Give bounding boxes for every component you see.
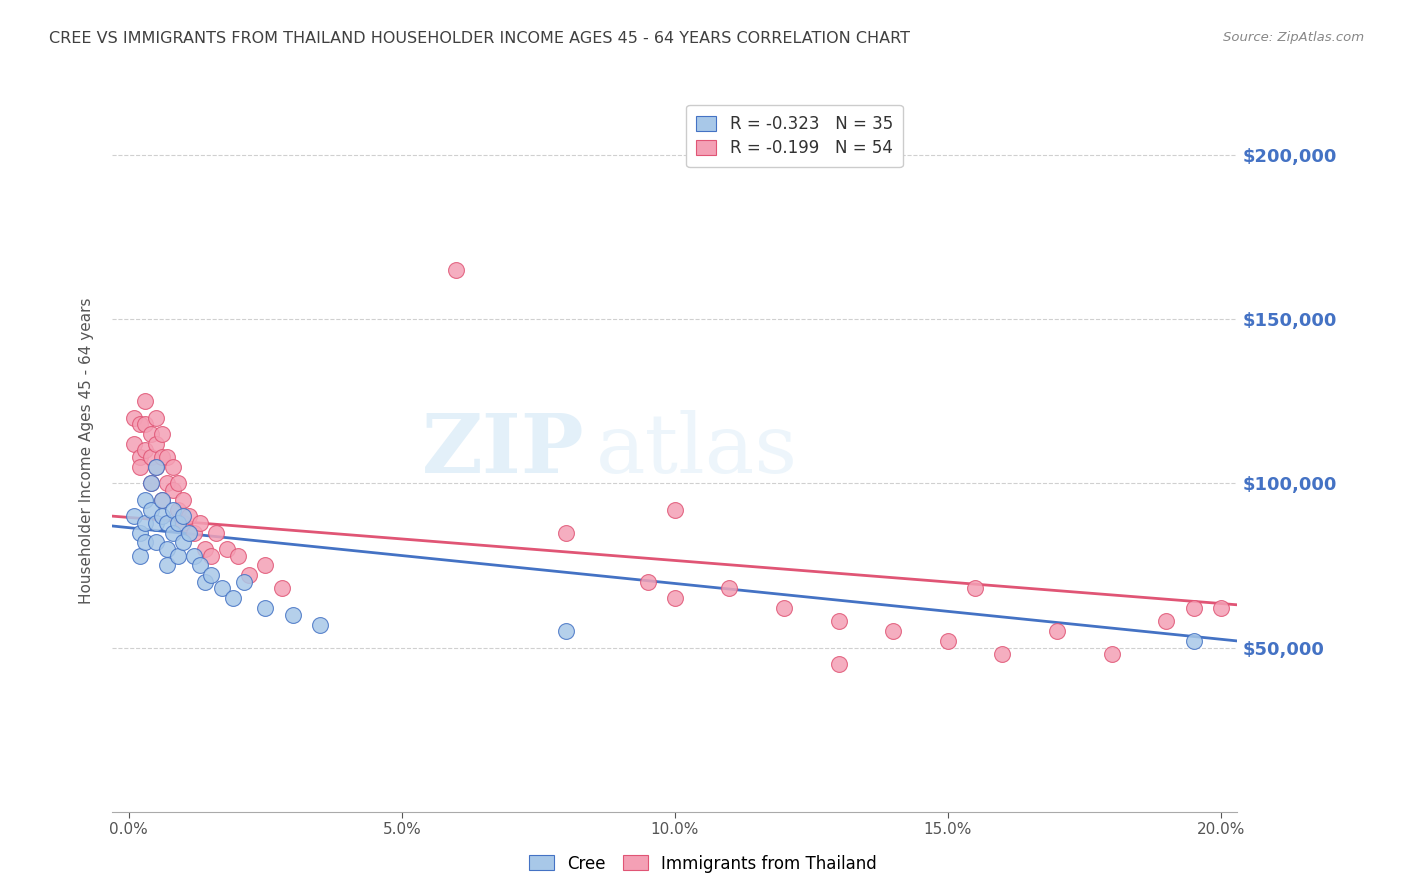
Point bbox=[139, 476, 162, 491]
Point bbox=[200, 549, 222, 563]
Point bbox=[134, 443, 156, 458]
Point bbox=[991, 647, 1014, 661]
Legend: R = -0.323   N = 35, R = -0.199   N = 54: R = -0.323 N = 35, R = -0.199 N = 54 bbox=[686, 104, 903, 168]
Point bbox=[221, 591, 243, 606]
Point bbox=[150, 492, 173, 507]
Point bbox=[145, 459, 167, 474]
Point bbox=[281, 607, 304, 622]
Point bbox=[139, 502, 162, 516]
Point bbox=[156, 516, 179, 530]
Point bbox=[1101, 647, 1123, 661]
Point bbox=[965, 582, 987, 596]
Point bbox=[145, 437, 167, 451]
Point bbox=[128, 417, 150, 432]
Point bbox=[134, 394, 156, 409]
Point bbox=[446, 262, 468, 277]
Point bbox=[664, 502, 686, 516]
Point bbox=[309, 617, 332, 632]
Point bbox=[156, 450, 179, 464]
Point bbox=[162, 525, 184, 540]
Point bbox=[1209, 601, 1232, 615]
Point bbox=[124, 410, 146, 425]
Point bbox=[254, 558, 277, 573]
Point bbox=[882, 624, 904, 639]
Point bbox=[232, 574, 254, 589]
Point bbox=[145, 459, 167, 474]
Text: atlas: atlas bbox=[596, 410, 799, 491]
Text: CREE VS IMMIGRANTS FROM THAILAND HOUSEHOLDER INCOME AGES 45 - 64 YEARS CORRELATI: CREE VS IMMIGRANTS FROM THAILAND HOUSEHO… bbox=[49, 31, 910, 46]
Point bbox=[128, 459, 150, 474]
Point bbox=[270, 582, 292, 596]
Point bbox=[150, 492, 173, 507]
Point bbox=[150, 427, 173, 442]
Point bbox=[200, 568, 222, 582]
Point bbox=[128, 549, 150, 563]
Y-axis label: Householder Income Ages 45 - 64 years: Householder Income Ages 45 - 64 years bbox=[79, 297, 94, 604]
Point bbox=[162, 483, 184, 497]
Text: Source: ZipAtlas.com: Source: ZipAtlas.com bbox=[1223, 31, 1364, 45]
Point bbox=[188, 516, 211, 530]
Point bbox=[124, 509, 146, 524]
Point bbox=[139, 450, 162, 464]
Point bbox=[194, 541, 217, 556]
Point bbox=[145, 410, 167, 425]
Point bbox=[162, 502, 184, 516]
Point bbox=[139, 427, 162, 442]
Point bbox=[773, 601, 796, 615]
Point bbox=[134, 492, 156, 507]
Point bbox=[554, 525, 576, 540]
Point bbox=[145, 516, 167, 530]
Point bbox=[254, 601, 277, 615]
Point bbox=[177, 509, 200, 524]
Point bbox=[172, 492, 194, 507]
Point bbox=[637, 574, 659, 589]
Point bbox=[150, 450, 173, 464]
Point bbox=[828, 614, 851, 628]
Point bbox=[145, 535, 167, 549]
Point bbox=[1182, 634, 1205, 648]
Point bbox=[238, 568, 260, 582]
Point bbox=[1156, 614, 1178, 628]
Point bbox=[172, 509, 194, 524]
Point bbox=[205, 525, 228, 540]
Point bbox=[150, 509, 173, 524]
Point bbox=[718, 582, 741, 596]
Point bbox=[1046, 624, 1069, 639]
Point bbox=[124, 437, 146, 451]
Point bbox=[156, 558, 179, 573]
Point bbox=[194, 574, 217, 589]
Point bbox=[183, 525, 205, 540]
Text: ZIP: ZIP bbox=[422, 410, 585, 491]
Point bbox=[134, 516, 156, 530]
Point bbox=[936, 634, 959, 648]
Point bbox=[172, 516, 194, 530]
Point bbox=[156, 541, 179, 556]
Point bbox=[139, 476, 162, 491]
Point bbox=[156, 476, 179, 491]
Point bbox=[167, 549, 190, 563]
Point bbox=[211, 582, 233, 596]
Point bbox=[167, 502, 190, 516]
Point bbox=[188, 558, 211, 573]
Point bbox=[217, 541, 239, 556]
Legend: Cree, Immigrants from Thailand: Cree, Immigrants from Thailand bbox=[523, 848, 883, 880]
Point bbox=[162, 459, 184, 474]
Point bbox=[128, 450, 150, 464]
Point bbox=[183, 549, 205, 563]
Point bbox=[128, 525, 150, 540]
Point bbox=[664, 591, 686, 606]
Point bbox=[134, 535, 156, 549]
Point bbox=[172, 535, 194, 549]
Point bbox=[134, 417, 156, 432]
Point bbox=[554, 624, 576, 639]
Point bbox=[177, 525, 200, 540]
Point bbox=[1182, 601, 1205, 615]
Point bbox=[167, 476, 190, 491]
Point bbox=[167, 516, 190, 530]
Point bbox=[828, 657, 851, 671]
Point bbox=[226, 549, 249, 563]
